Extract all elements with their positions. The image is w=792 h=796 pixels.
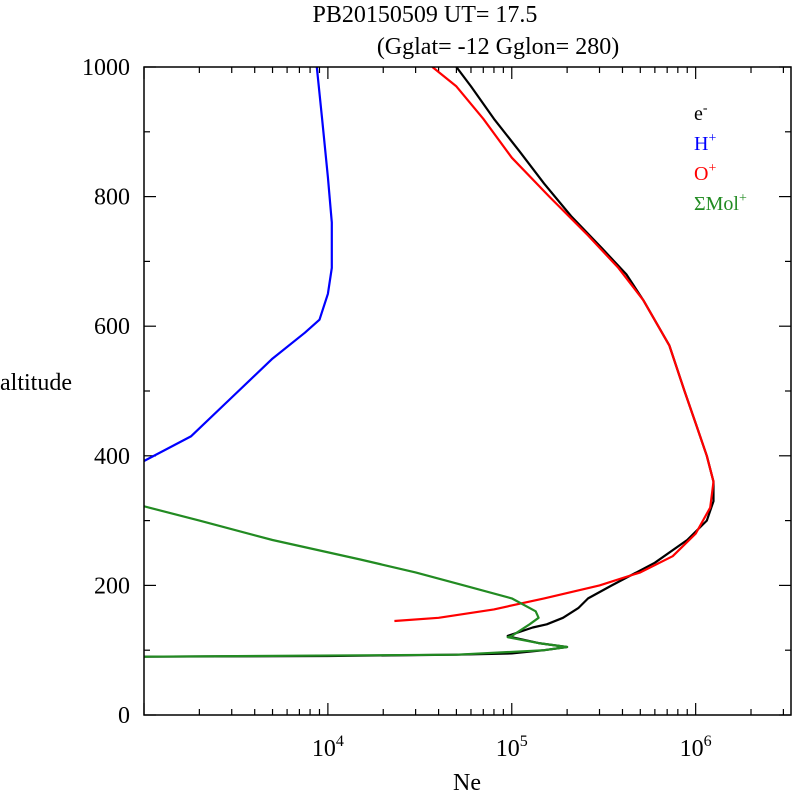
x-axis-label: Ne [453,770,481,796]
y-axis-label: altitude [0,370,72,396]
legend: e- H+ O+ ΣMol+ [694,101,747,215]
series-line [394,67,715,623]
legend-entry: H+ [694,131,716,155]
plot-frame [143,66,792,716]
chart-title-line-2: (Gglat= -12 Gglon= 280) [377,34,619,60]
chart-title-line-1: PB20150509 UT= 17.5 [313,2,538,28]
legend-entry: ΣMol+ [694,191,747,215]
x-tick-labels: 104 105 106 [312,733,712,762]
y-tick-label: 800 [94,185,130,211]
series-line [144,67,333,462]
x-tick-label: 105 [496,733,528,762]
y-tick-label: 200 [94,573,130,599]
x-tick-label: 106 [680,733,712,762]
y-tick-label: 400 [94,444,130,470]
series-line [144,505,569,658]
legend-entry: O+ [694,161,716,185]
y-tick-label: 1000 [82,55,130,81]
y-tick-label: 0 [118,703,130,729]
series-layer [144,67,715,658]
x-tick-label: 104 [312,733,344,762]
y-tick-labels: 0 200 400 600 800 1000 [82,55,130,729]
series-line [144,67,715,658]
y-tick-label: 600 [94,314,130,340]
legend-entry: e- [694,101,708,125]
